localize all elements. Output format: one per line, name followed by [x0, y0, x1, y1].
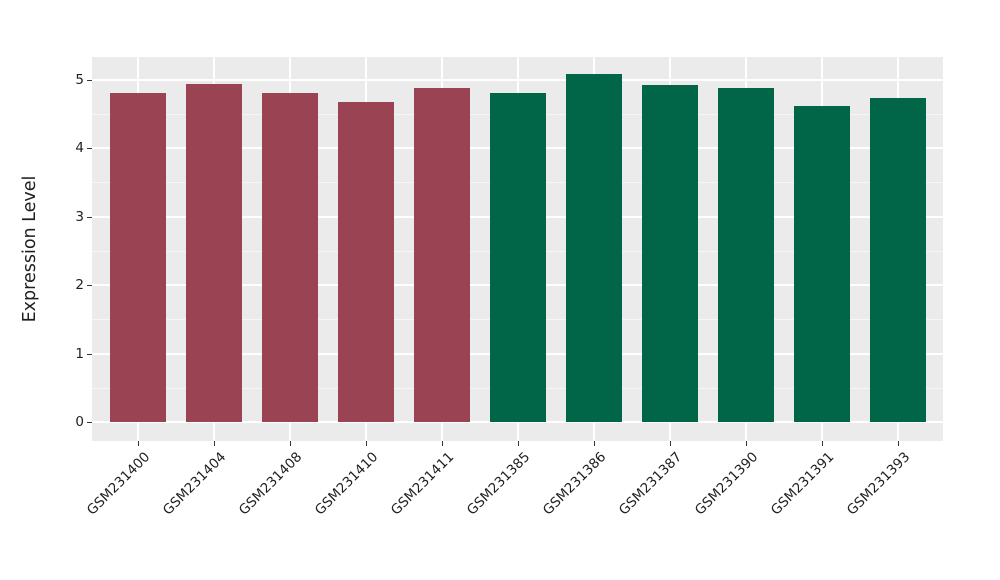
x-tick-mark	[822, 441, 823, 446]
x-tick-label: GSM231385	[463, 449, 534, 519]
x-tick-mark	[746, 441, 747, 446]
x-tick-mark	[898, 441, 899, 446]
bar-GSM231400	[110, 93, 166, 422]
y-tick-mark	[87, 353, 92, 355]
bar-GSM231385	[490, 93, 546, 422]
y-tick-mark	[87, 148, 92, 149]
bar-GSM231391	[794, 105, 850, 422]
x-tick-mark	[366, 441, 367, 446]
bar-GSM231386	[566, 74, 622, 422]
bar-GSM231410	[338, 102, 394, 422]
x-tick-mark	[670, 441, 671, 446]
bar-GSM231390	[718, 87, 774, 422]
x-tick-mark	[594, 441, 595, 446]
y-tick-label: 4	[75, 140, 84, 156]
gridline-major-h	[92, 421, 943, 423]
bar-GSM231408	[262, 93, 318, 422]
x-tick-label: GSM231386	[539, 449, 610, 519]
y-tick-label: 0	[75, 414, 84, 430]
x-tick-mark	[518, 441, 519, 446]
x-tick-label: GSM231387	[615, 449, 686, 519]
plot-panel	[92, 57, 943, 441]
x-tick-mark	[290, 441, 291, 446]
y-tick-mark	[87, 79, 92, 81]
y-tick-label: 3	[75, 208, 84, 225]
y-tick-label: 5	[75, 71, 84, 88]
x-tick-mark	[442, 441, 443, 446]
x-tick-label: GSM231410	[311, 449, 382, 519]
x-tick-label: GSM231400	[83, 449, 154, 519]
bar-GSM231411	[414, 88, 470, 422]
x-tick-label: GSM231390	[691, 449, 762, 519]
bar-GSM231387	[642, 84, 698, 422]
y-tick-label: 1	[75, 345, 84, 362]
y-tick-mark	[87, 422, 92, 423]
x-tick-label: GSM231393	[843, 449, 914, 519]
x-tick-mark	[138, 441, 139, 446]
bar-GSM231404	[186, 84, 242, 422]
y-tick-mark	[87, 285, 92, 286]
x-tick-mark	[214, 441, 215, 446]
bar-GSM231393	[870, 97, 926, 422]
y-tick-mark	[87, 216, 92, 218]
x-tick-label: GSM231411	[387, 449, 458, 519]
y-tick-label: 2	[75, 277, 84, 293]
x-tick-label: GSM231391	[767, 449, 838, 519]
y-axis-title: Expression Level	[20, 175, 40, 323]
x-tick-label: GSM231404	[159, 449, 230, 519]
x-tick-label: GSM231408	[235, 449, 306, 519]
gridline-major-h	[92, 78, 943, 81]
